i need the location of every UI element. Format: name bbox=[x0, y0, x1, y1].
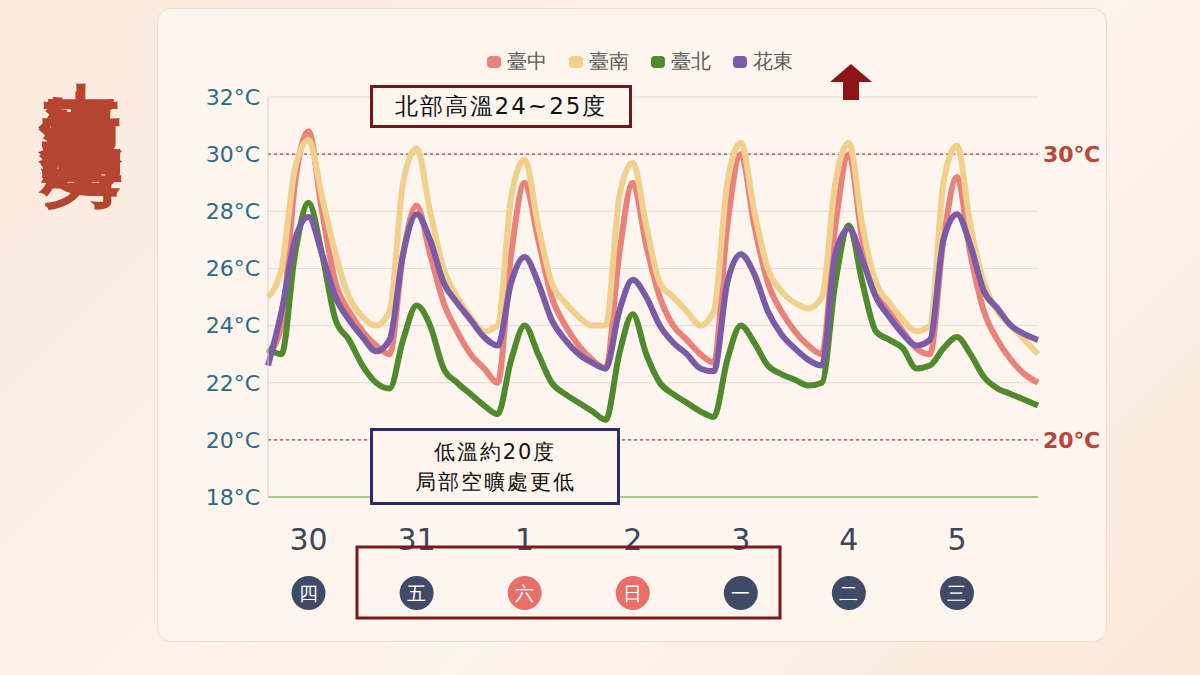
svg-text:28°C: 28°C bbox=[206, 199, 260, 224]
svg-text:四: 四 bbox=[299, 582, 318, 604]
svg-text:六: 六 bbox=[515, 582, 534, 604]
svg-text:30°C: 30°C bbox=[206, 142, 260, 167]
html-text:未來氣溫趨勢: 未來氣溫趨勢 bbox=[33, 14, 131, 62]
svg-text:32°C: 32°C bbox=[206, 85, 260, 110]
svg-text:2: 2 bbox=[623, 522, 642, 557]
svg-text:20℃: 20℃ bbox=[1043, 428, 1100, 453]
html-text:花東: 花東 bbox=[753, 49, 793, 73]
svg-text:5: 5 bbox=[947, 522, 966, 557]
svg-text:三: 三 bbox=[947, 582, 966, 604]
html-text:局部空曠處更低: 局部空曠處更低 bbox=[414, 469, 576, 494]
svg-text:五: 五 bbox=[407, 582, 426, 604]
svg-text:4: 4 bbox=[839, 522, 858, 557]
html-text:臺中: 臺中 bbox=[507, 49, 547, 73]
html-text:臺南: 臺南 bbox=[589, 49, 629, 73]
svg-text:1: 1 bbox=[515, 522, 534, 557]
html-text:臺北: 臺北 bbox=[671, 49, 711, 73]
svg-text:一: 一 bbox=[731, 582, 750, 604]
svg-text:18°C: 18°C bbox=[206, 485, 260, 510]
svg-text:22°C: 22°C bbox=[206, 371, 260, 396]
svg-text:26°C: 26°C bbox=[206, 256, 260, 281]
html-text:低溫約20度: 低溫約20度 bbox=[433, 439, 557, 464]
svg-text:30: 30 bbox=[289, 522, 327, 557]
svg-text:31: 31 bbox=[398, 522, 436, 557]
svg-text:30℃: 30℃ bbox=[1043, 142, 1100, 167]
html-text:北部高溫24~25度: 北部高溫24~25度 bbox=[394, 93, 608, 119]
svg-text:24°C: 24°C bbox=[206, 313, 260, 338]
svg-text:20°C: 20°C bbox=[206, 428, 260, 453]
svg-text:3: 3 bbox=[731, 522, 750, 557]
svg-text:二: 二 bbox=[839, 582, 858, 604]
svg-text:日: 日 bbox=[623, 582, 642, 604]
